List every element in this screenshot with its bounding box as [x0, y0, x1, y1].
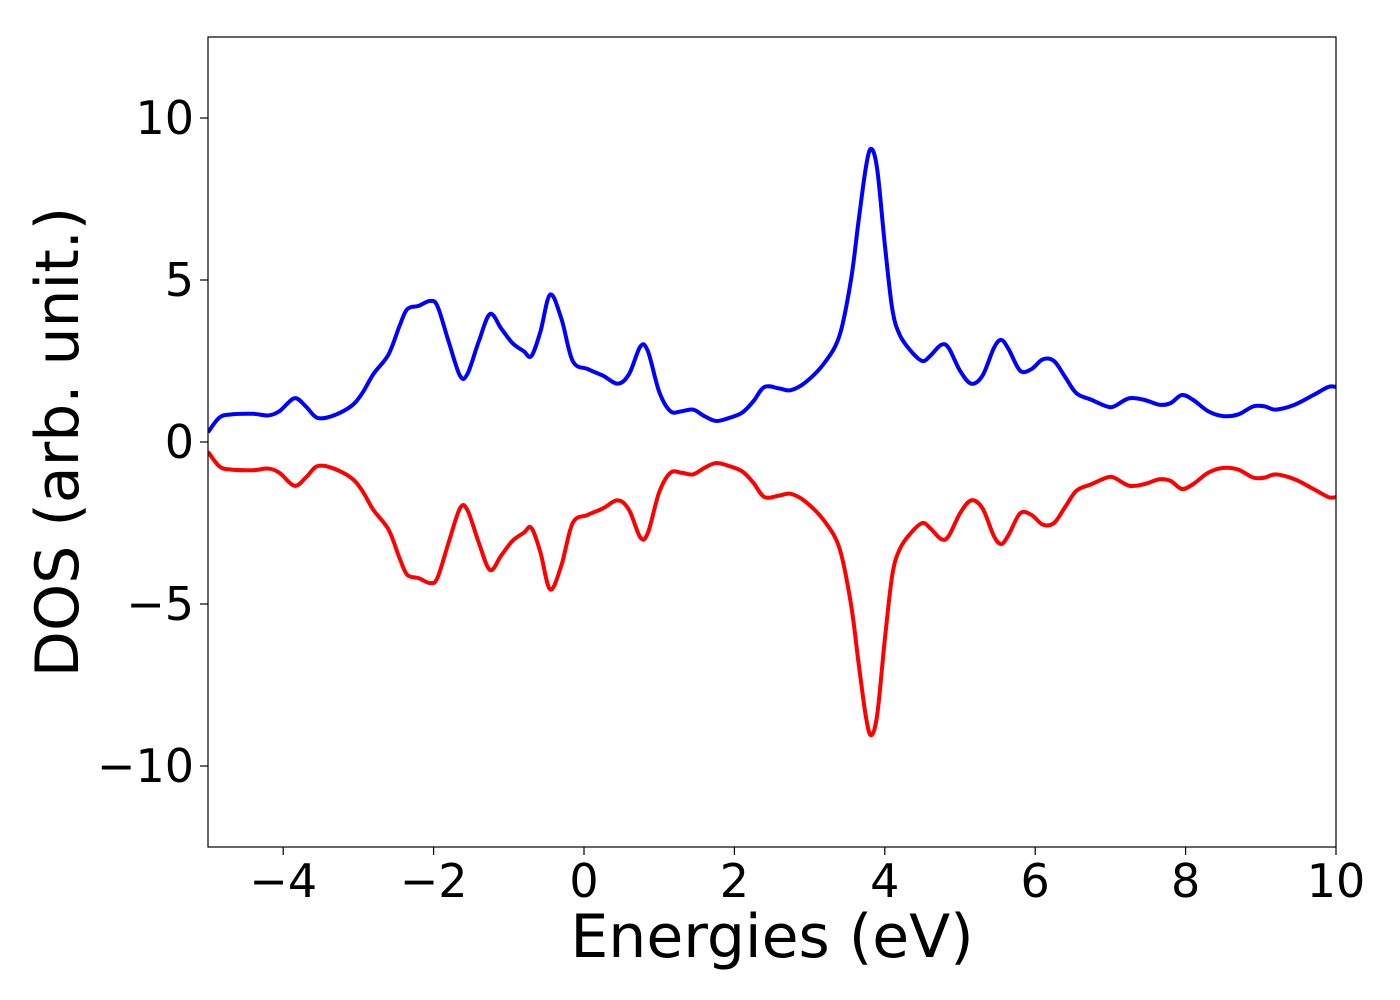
y-tick-label: 10 [135, 91, 194, 145]
y-axis-label: DOS (arb. unit.) [23, 207, 93, 677]
y-tick-label: 5 [165, 253, 194, 307]
x-tick-label: −4 [249, 854, 317, 908]
x-axis-ticks: −4 −2 0 2 4 6 8 10 [249, 847, 1365, 908]
y-tick-label: 0 [165, 415, 194, 469]
y-axis-ticks: −10 −5 0 5 10 [97, 91, 208, 793]
x-tick-label: 6 [1021, 854, 1050, 908]
y-tick-label: −5 [126, 577, 194, 631]
series-line-blue [208, 146, 1336, 434]
x-tick-label: 4 [870, 854, 899, 908]
x-tick-label: 10 [1307, 854, 1366, 908]
x-tick-label: −2 [400, 854, 468, 908]
y-tick-label: −10 [97, 739, 194, 793]
x-tick-label: 8 [1171, 854, 1200, 908]
plot-frame [207, 36, 1337, 848]
x-tick-label: 2 [720, 854, 749, 908]
x-tick-label: 0 [569, 854, 598, 908]
x-axis-label: Energies (eV) [570, 902, 973, 972]
plot-area [207, 36, 1337, 848]
series-line-red [208, 450, 1336, 738]
